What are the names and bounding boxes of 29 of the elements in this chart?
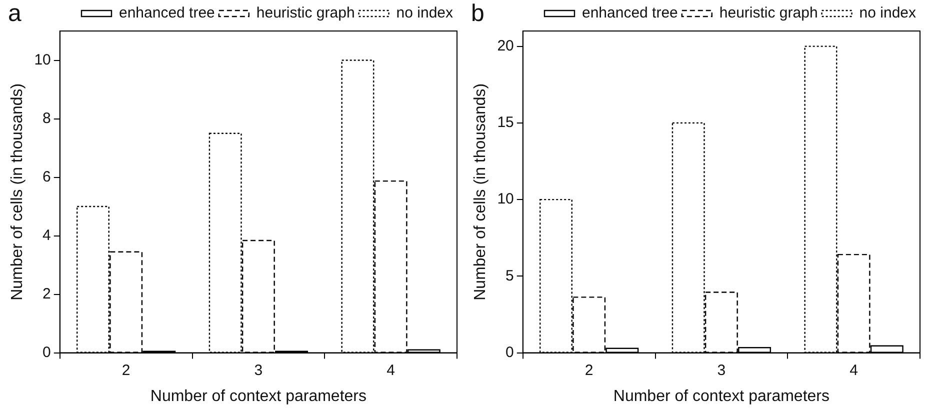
y-axis-title: Number of cells (in thousands) — [472, 83, 490, 300]
y-tick-label: 10 — [497, 190, 514, 208]
y-tick-label: 0 — [506, 344, 514, 361]
chart-title: a — [8, 0, 22, 28]
x-tick-label: 4 — [386, 362, 395, 379]
y-axis-title: Number of cells (in thousands) — [9, 83, 26, 300]
y-tick-label: 5 — [506, 267, 514, 284]
x-tick-label: 3 — [717, 362, 726, 379]
legend-label: heuristic graph — [719, 4, 818, 22]
x-tick-label: 2 — [122, 362, 130, 379]
chart-title: b — [471, 0, 484, 28]
y-tick-label: 2 — [42, 285, 51, 302]
y-tick-label: 0 — [42, 344, 51, 361]
legend-label: enhanced tree — [118, 4, 215, 22]
x-axis-title: Number of context parameters — [613, 388, 830, 405]
legend-label: no index — [396, 4, 454, 22]
y-tick-label: 15 — [497, 114, 514, 132]
legend-label: enhanced tree — [582, 4, 678, 22]
x-tick-label: 2 — [584, 362, 594, 379]
legend-label: no index — [859, 4, 916, 22]
legend-label: heuristic graph — [256, 4, 355, 22]
y-tick-label: 10 — [34, 51, 51, 68]
y-tick-label: 4 — [42, 226, 51, 244]
y-tick-label: 8 — [42, 110, 51, 127]
x-tick-label: 3 — [254, 362, 263, 379]
y-tick-label: 20 — [497, 37, 514, 54]
x-tick-label: 4 — [850, 362, 858, 379]
x-axis-title: Number of context parameters — [150, 388, 366, 405]
y-tick-label: 6 — [42, 168, 51, 186]
